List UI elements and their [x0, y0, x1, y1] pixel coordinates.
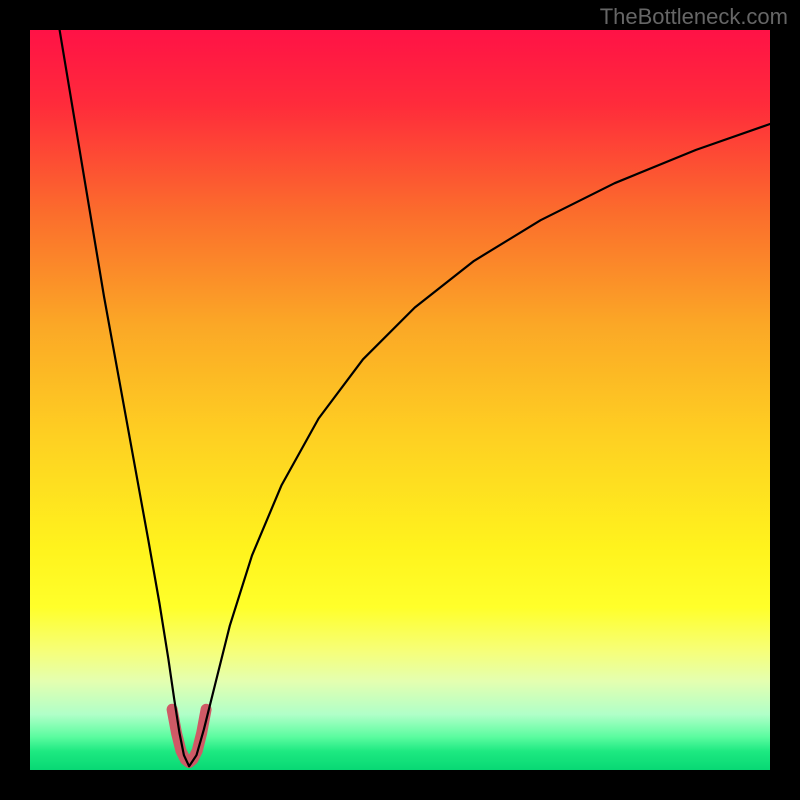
plot-background	[30, 30, 770, 770]
chart-svg	[0, 0, 800, 800]
watermark-text: TheBottleneck.com	[600, 4, 788, 30]
bottleneck-chart: TheBottleneck.com	[0, 0, 800, 800]
